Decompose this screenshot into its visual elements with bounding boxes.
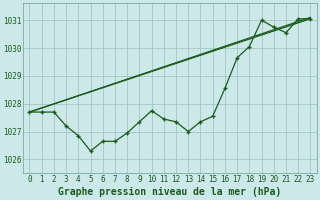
X-axis label: Graphe pression niveau de la mer (hPa): Graphe pression niveau de la mer (hPa): [58, 186, 282, 197]
